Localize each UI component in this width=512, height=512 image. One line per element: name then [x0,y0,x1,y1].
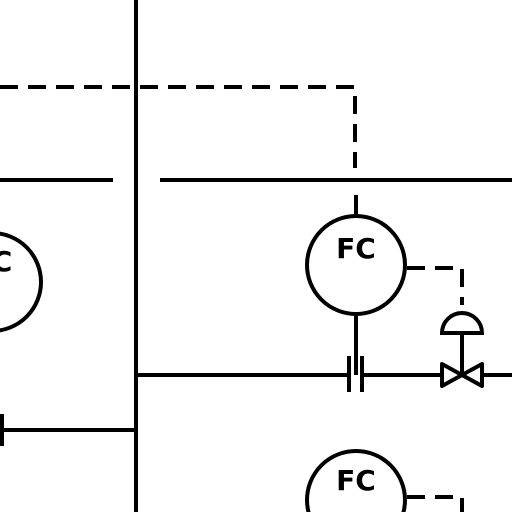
instrument-label: FC [336,464,376,497]
control-valve [440,362,484,388]
valve-actuator [439,311,485,335]
instrument-label: C [0,245,12,278]
instrument-label: FC [336,232,376,265]
signal-line [0,85,357,168]
instrument-bubble [305,449,407,512]
instrument-bubble [0,231,43,333]
signal-line [407,495,464,512]
